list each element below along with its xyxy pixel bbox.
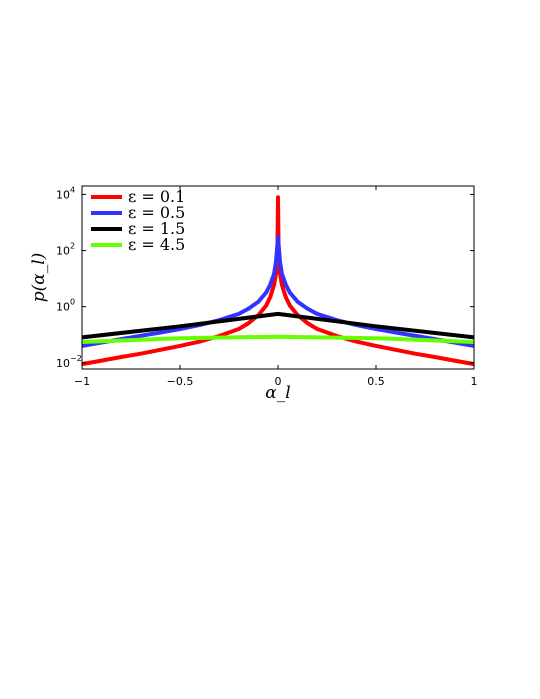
- y-axis-label: p(α_l): [29, 253, 49, 303]
- x-tick-label-3: 0.5: [367, 375, 385, 388]
- legend: ε = 0.1ε = 0.5ε = 1.5ε = 4.5: [91, 187, 185, 254]
- ticks-layer: −1 −0.5 0 0.5 1 10−2 100 102 104: [56, 185, 478, 388]
- series-layer: [81, 195, 475, 367]
- y-tick-label-3: 104: [56, 185, 75, 201]
- series-line-0: [81, 195, 475, 367]
- x-tick-label-2: 0: [275, 375, 282, 388]
- y-tick-label-2: 102: [56, 242, 75, 258]
- x-tick-label-1: −0.5: [167, 375, 194, 388]
- x-axis-label: α_l: [265, 383, 290, 403]
- y-tick-label-0: 10−2: [56, 354, 82, 370]
- y-tick-label-1: 100: [56, 298, 75, 314]
- legend-label-1: ε = 0.5: [128, 203, 185, 222]
- legend-label-0: ε = 0.1: [128, 187, 185, 206]
- x-tick-label-0: −1: [74, 375, 90, 388]
- series-line-2: [81, 311, 475, 340]
- legend-label-3: ε = 4.5: [128, 235, 185, 254]
- x-tick-label-4: 1: [471, 375, 478, 388]
- legend-label-2: ε = 1.5: [128, 219, 185, 238]
- series-line-3: [81, 334, 475, 344]
